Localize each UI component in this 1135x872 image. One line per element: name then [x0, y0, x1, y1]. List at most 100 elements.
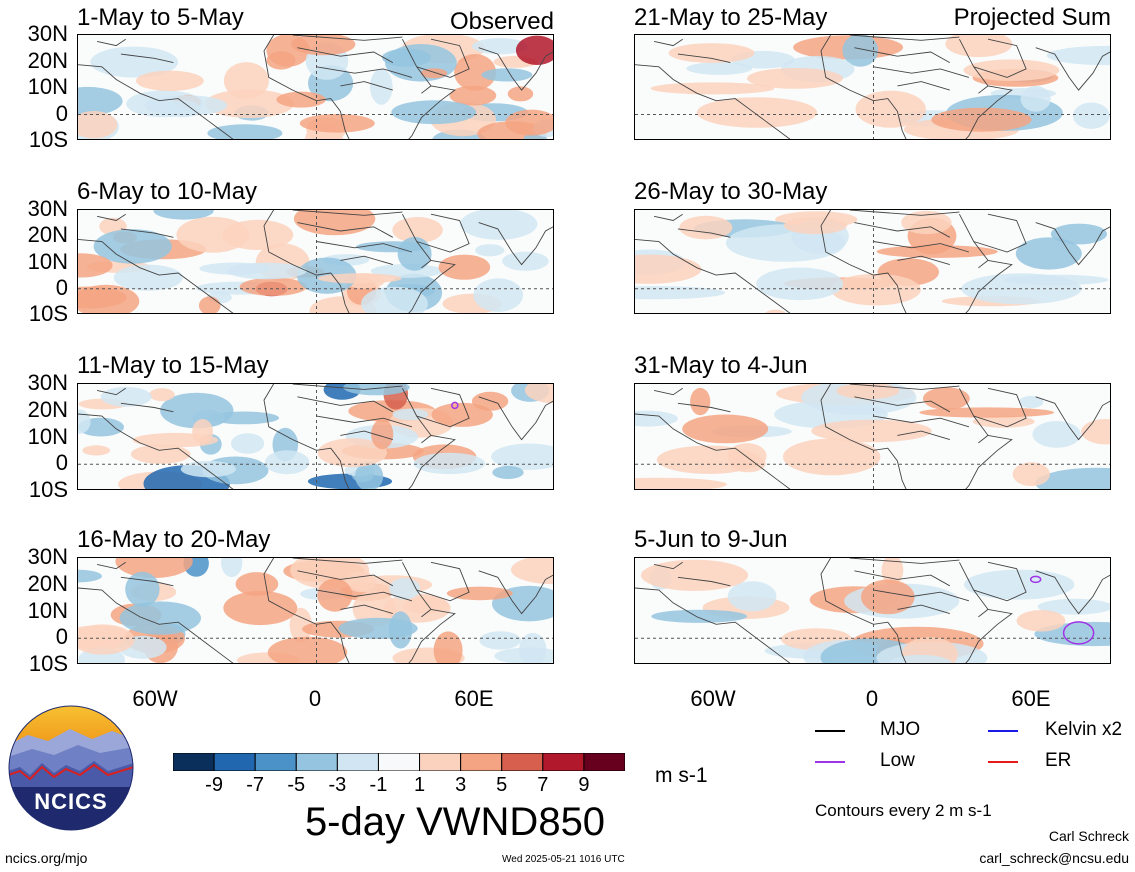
anomaly-blob	[100, 386, 152, 407]
colorbar-units: m s-1	[655, 764, 708, 787]
colorbar-tick-7: 5	[496, 774, 508, 796]
coastline	[965, 434, 1013, 489]
anomaly-blob	[923, 387, 970, 410]
coastline	[263, 210, 350, 313]
coastline	[959, 213, 989, 269]
anomaly-blob	[289, 607, 312, 643]
lat-label-4-1: 20N	[27, 570, 68, 596]
colorbar-tick-9: 9	[578, 774, 590, 796]
anomaly-blob	[727, 581, 777, 612]
coastline	[820, 35, 907, 139]
anomaly-blob	[524, 384, 553, 404]
anomaly-blob	[656, 445, 761, 474]
anomaly-blob	[78, 253, 113, 278]
anomaly-blob	[226, 262, 307, 280]
map-panel-2	[77, 209, 554, 314]
lon-label-60e-left: 60E	[454, 686, 494, 711]
lat-label-1-3: 0	[55, 100, 68, 126]
colorbar	[172, 752, 626, 772]
footer-url[interactable]: ncics.org/mjo	[5, 850, 88, 866]
coastline	[959, 38, 989, 94]
anomaly-blob	[207, 124, 283, 139]
anomaly-blob	[635, 254, 702, 284]
map-panel-7	[634, 383, 1111, 490]
legend-label-kelvin: Kelvin x2	[1045, 719, 1123, 740]
anomaly-blob	[78, 111, 118, 139]
coastline	[677, 228, 731, 238]
coastline	[78, 587, 234, 663]
anomaly-blob	[861, 579, 915, 615]
coastline	[654, 561, 683, 570]
anomaly-field	[635, 210, 1109, 313]
anomaly-blob	[144, 95, 228, 116]
anomaly-blob	[78, 86, 123, 116]
coastline	[897, 255, 950, 266]
anomaly-blob	[473, 278, 523, 312]
coastline	[416, 38, 470, 78]
coastline	[635, 587, 791, 663]
coastline	[654, 387, 683, 396]
colorbar-tick-2: -5	[287, 774, 306, 796]
legend-line-er	[988, 761, 1018, 763]
panel-title-3: 11-May to 15-May	[77, 352, 269, 379]
anomaly-blob	[1016, 610, 1066, 632]
coastline	[973, 561, 1027, 602]
legend-label-er: ER	[1045, 750, 1072, 771]
coastline	[401, 562, 432, 618]
coastline	[120, 576, 174, 587]
coastline	[965, 259, 1013, 313]
anomaly-blob	[511, 558, 553, 585]
coastline	[677, 576, 731, 587]
coastline	[263, 35, 350, 139]
anomaly-blob	[389, 578, 421, 600]
anomaly-blob	[90, 46, 179, 78]
anomaly-blob	[231, 433, 265, 454]
colorbar-tick-3: -3	[328, 774, 347, 796]
coastline	[297, 396, 394, 413]
anomaly-blob	[746, 68, 843, 89]
footer-email[interactable]: carl_schreck@ncsu.edu	[979, 850, 1129, 866]
coastline	[297, 47, 394, 63]
anomaly-blob	[830, 273, 921, 306]
coastline	[402, 38, 432, 94]
coastline	[297, 222, 394, 238]
anomaly-blob	[223, 62, 269, 100]
coastline	[897, 81, 950, 91]
coastline	[340, 430, 393, 441]
anomaly-blob	[876, 245, 998, 258]
low-contour	[1029, 575, 1042, 584]
panel-title-8: 5-Jun to 9-Jun	[634, 526, 788, 553]
chart-title: 5-day VWND850	[304, 800, 606, 844]
anomaly-blob	[299, 114, 375, 133]
lat-label-2-3: 0	[55, 274, 68, 300]
coastline	[897, 604, 950, 615]
anomaly-blob	[78, 409, 91, 434]
anomaly-blob	[355, 461, 384, 489]
anomaly-field	[635, 384, 1110, 489]
anomaly-blob	[1081, 419, 1110, 445]
coastline	[635, 238, 791, 313]
coastline	[78, 413, 234, 489]
lon-label-60w-right: 60W	[690, 686, 736, 711]
lat-label-2-4: 10S	[28, 301, 68, 326]
lat-label-2-2: 10N	[27, 248, 68, 274]
coastline	[973, 213, 1027, 253]
anomaly-blob	[338, 617, 418, 639]
anomaly-blob	[765, 309, 786, 313]
anomaly-blob	[293, 210, 376, 236]
anomaly-blob	[811, 419, 932, 443]
anomaly-blob	[836, 384, 900, 400]
colorbar-swatch-4	[336, 752, 379, 772]
coastline	[340, 81, 393, 91]
anomaly-blob	[1050, 223, 1107, 245]
anomaly-blob	[78, 624, 135, 655]
coastline	[677, 53, 731, 64]
coastline	[97, 387, 126, 396]
anomaly-blob	[963, 569, 1075, 600]
coastline	[97, 561, 126, 570]
panel-title-6: 26-May to 30-May	[634, 178, 828, 205]
anomaly-blob	[355, 241, 429, 253]
map-panel-5	[634, 34, 1111, 140]
anomaly-blob	[1032, 421, 1081, 448]
coastline	[854, 222, 951, 238]
